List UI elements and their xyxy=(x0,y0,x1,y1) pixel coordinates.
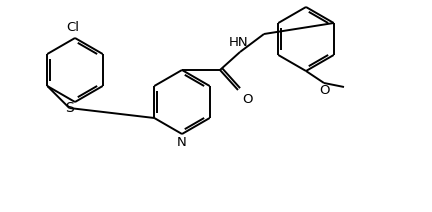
Text: HN: HN xyxy=(229,36,249,49)
Text: N: N xyxy=(177,136,187,149)
Text: O: O xyxy=(319,84,329,97)
Text: S: S xyxy=(65,101,74,115)
Text: Cl: Cl xyxy=(67,21,79,34)
Text: O: O xyxy=(242,93,252,106)
